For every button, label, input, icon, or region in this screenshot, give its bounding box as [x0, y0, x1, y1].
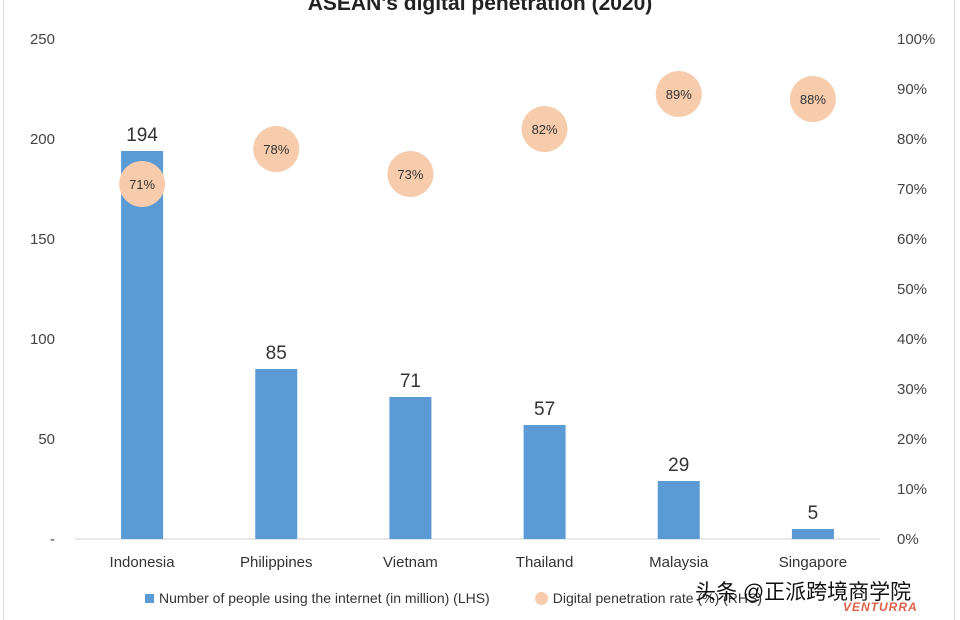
frame-left-edge	[3, 0, 4, 620]
right-axis-tick: 30%	[897, 381, 927, 398]
right-axis-tick: 70%	[897, 181, 927, 198]
penetration-point	[521, 106, 568, 152]
bar	[389, 397, 432, 539]
bar-value-label: 194	[126, 125, 158, 146]
right-axis-tick: 90%	[897, 81, 927, 98]
penetration-label: 88%	[800, 92, 826, 107]
category-label: Thailand	[516, 554, 574, 571]
legend-bar-swatch	[145, 593, 154, 603]
right-axis-tick: 60%	[897, 231, 927, 248]
left-axis-tick: 50	[38, 431, 55, 448]
left-axis-tick: -	[50, 531, 55, 548]
right-axis-tick: 50%	[897, 281, 927, 298]
bar-value-label: 5	[808, 503, 819, 524]
legend-label-internet-users: Number of people using the internet (in …	[159, 590, 490, 606]
category-label: Malaysia	[649, 554, 709, 571]
category-label: Indonesia	[110, 554, 176, 571]
penetration-label: 78%	[263, 142, 289, 157]
right-axis-tick: 40%	[897, 331, 927, 348]
brand-logo: VENTURRA	[843, 600, 918, 614]
bar-value-labels: 194 85 71 57 29 5	[126, 125, 818, 524]
right-axis-tick: 10%	[897, 481, 927, 498]
penetration-label: 73%	[397, 167, 423, 182]
legend: Number of people using the internet (in …	[145, 588, 807, 608]
left-axis-tick: 100	[30, 331, 55, 348]
penetration-label: 89%	[666, 87, 692, 102]
left-axis-tick: 250	[30, 31, 55, 48]
right-axis-tick: 100%	[897, 31, 935, 48]
bar	[657, 481, 700, 539]
penetration-label: 82%	[532, 122, 558, 137]
legend-dot-swatch	[534, 591, 548, 605]
bar-series	[121, 151, 834, 539]
penetration-label: 71%	[129, 177, 155, 192]
left-axis-tick: 150	[30, 231, 55, 248]
penetration-point	[253, 126, 300, 172]
bar	[121, 151, 164, 539]
bar-value-label: 29	[668, 455, 689, 476]
category-label: Philippines	[240, 554, 313, 571]
penetration-point	[119, 161, 166, 207]
category-label: Vietnam	[383, 554, 438, 571]
bar	[523, 425, 566, 539]
category-label: Singapore	[779, 554, 847, 571]
bar-value-label: 71	[400, 371, 421, 392]
right-axis-tick: 0%	[897, 531, 919, 548]
bar	[791, 529, 834, 539]
legend-label-penetration: Digital penetration rate (%) (RHS)	[552, 590, 763, 606]
left-axis-tick: 200	[30, 131, 55, 148]
right-axis-tick: 20%	[897, 431, 927, 448]
penetration-point	[655, 71, 702, 117]
penetration-point	[387, 151, 434, 197]
bar-value-label: 57	[534, 399, 555, 420]
bar	[255, 369, 298, 539]
left-axis: - 50 100 150 200 250	[30, 31, 55, 548]
category-labels: Indonesia Philippines Vietnam Thailand Malay…	[110, 554, 848, 571]
legend-item-internet-users: Number of people using the internet (in …	[145, 590, 490, 606]
watermark-text: 头条 @正派跨境商学院	[695, 581, 912, 604]
right-axis-tick: 80%	[897, 131, 927, 148]
frame-right-edge	[954, 0, 955, 620]
right-axis: 0% 10% 20% 30% 40% 50% 60% 70% 80% 90% 100%	[897, 31, 935, 548]
chart-title: ASEAN's digital penetration (2020)	[308, 0, 653, 15]
penetration-point	[789, 76, 836, 122]
penetration-series: 71% 78% 73% 82% 89% 88%	[119, 71, 836, 207]
legend-item-penetration: Digital penetration rate (%) (RHS)	[534, 590, 763, 606]
bar-value-label: 85	[266, 343, 287, 364]
